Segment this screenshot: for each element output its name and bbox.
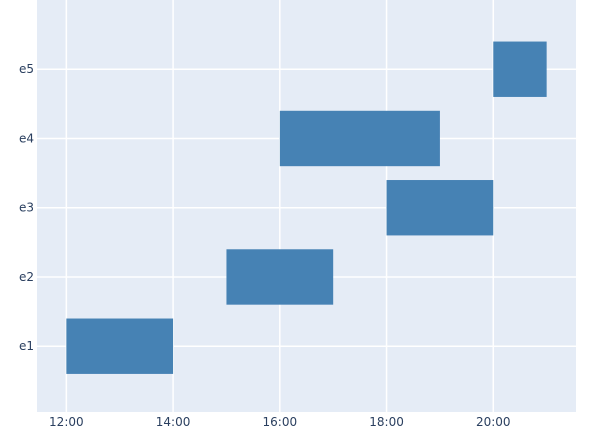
- x-tick-label-1600: 16:00: [263, 415, 298, 429]
- bar-e1: [66, 318, 174, 374]
- x-tick-label-1200: 12:00: [49, 415, 84, 429]
- y-tick-label-e2: e2: [19, 270, 34, 284]
- y-tick-label-e1: e1: [19, 339, 34, 353]
- y-tick-label-e5: e5: [19, 62, 34, 76]
- x-tick-label-2000: 20:00: [476, 415, 511, 429]
- y-axis-ticks: e1 e2 e3 e4 e5: [19, 62, 34, 353]
- bars-group: [66, 41, 547, 374]
- y-tick-label-e4: e4: [19, 131, 34, 145]
- bar-e2: [226, 249, 334, 305]
- bar-e5: [493, 41, 547, 97]
- x-axis-ticks: 12:00 14:00 16:00 18:00 20:00: [49, 415, 511, 429]
- grid-lines: [37, 0, 576, 412]
- x-tick-label-1800: 18:00: [369, 415, 404, 429]
- y-tick-label-e3: e3: [19, 201, 34, 215]
- bar-e4: [279, 110, 440, 167]
- bar-e3: [386, 180, 494, 236]
- x-tick-label-1400: 14:00: [156, 415, 191, 429]
